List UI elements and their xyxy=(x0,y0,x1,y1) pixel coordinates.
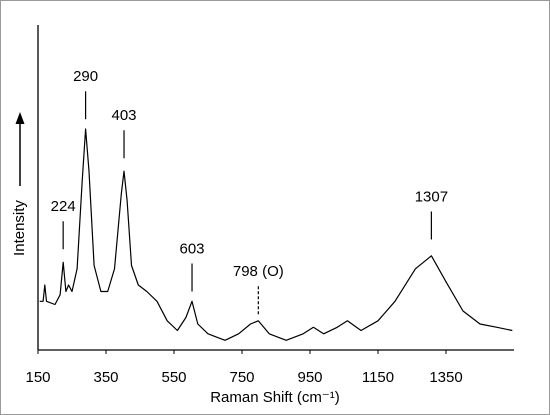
y-axis-label: Intensity xyxy=(11,200,28,256)
x-tick-label: 1350 xyxy=(429,369,462,386)
spectrum xyxy=(39,128,513,341)
x-tick-label: 350 xyxy=(93,369,118,386)
annotation-label: 1307 xyxy=(415,188,448,205)
annotation-label: 290 xyxy=(73,68,98,85)
x-tick-label: 150 xyxy=(25,369,50,386)
x-tick-label: 750 xyxy=(229,369,254,386)
x-axis-label: Raman Shift (cm⁻¹) xyxy=(210,389,340,406)
x-tick-label: 550 xyxy=(161,369,186,386)
annotation-label: 224 xyxy=(51,198,76,215)
annotation-label: 798 (O) xyxy=(233,263,284,280)
y-arrow-head xyxy=(15,112,25,124)
x-tick-label: 1150 xyxy=(362,369,394,386)
annotation-label: 403 xyxy=(112,107,137,124)
annotation-label: 603 xyxy=(180,240,205,257)
x-tick-label: 950 xyxy=(297,369,322,386)
